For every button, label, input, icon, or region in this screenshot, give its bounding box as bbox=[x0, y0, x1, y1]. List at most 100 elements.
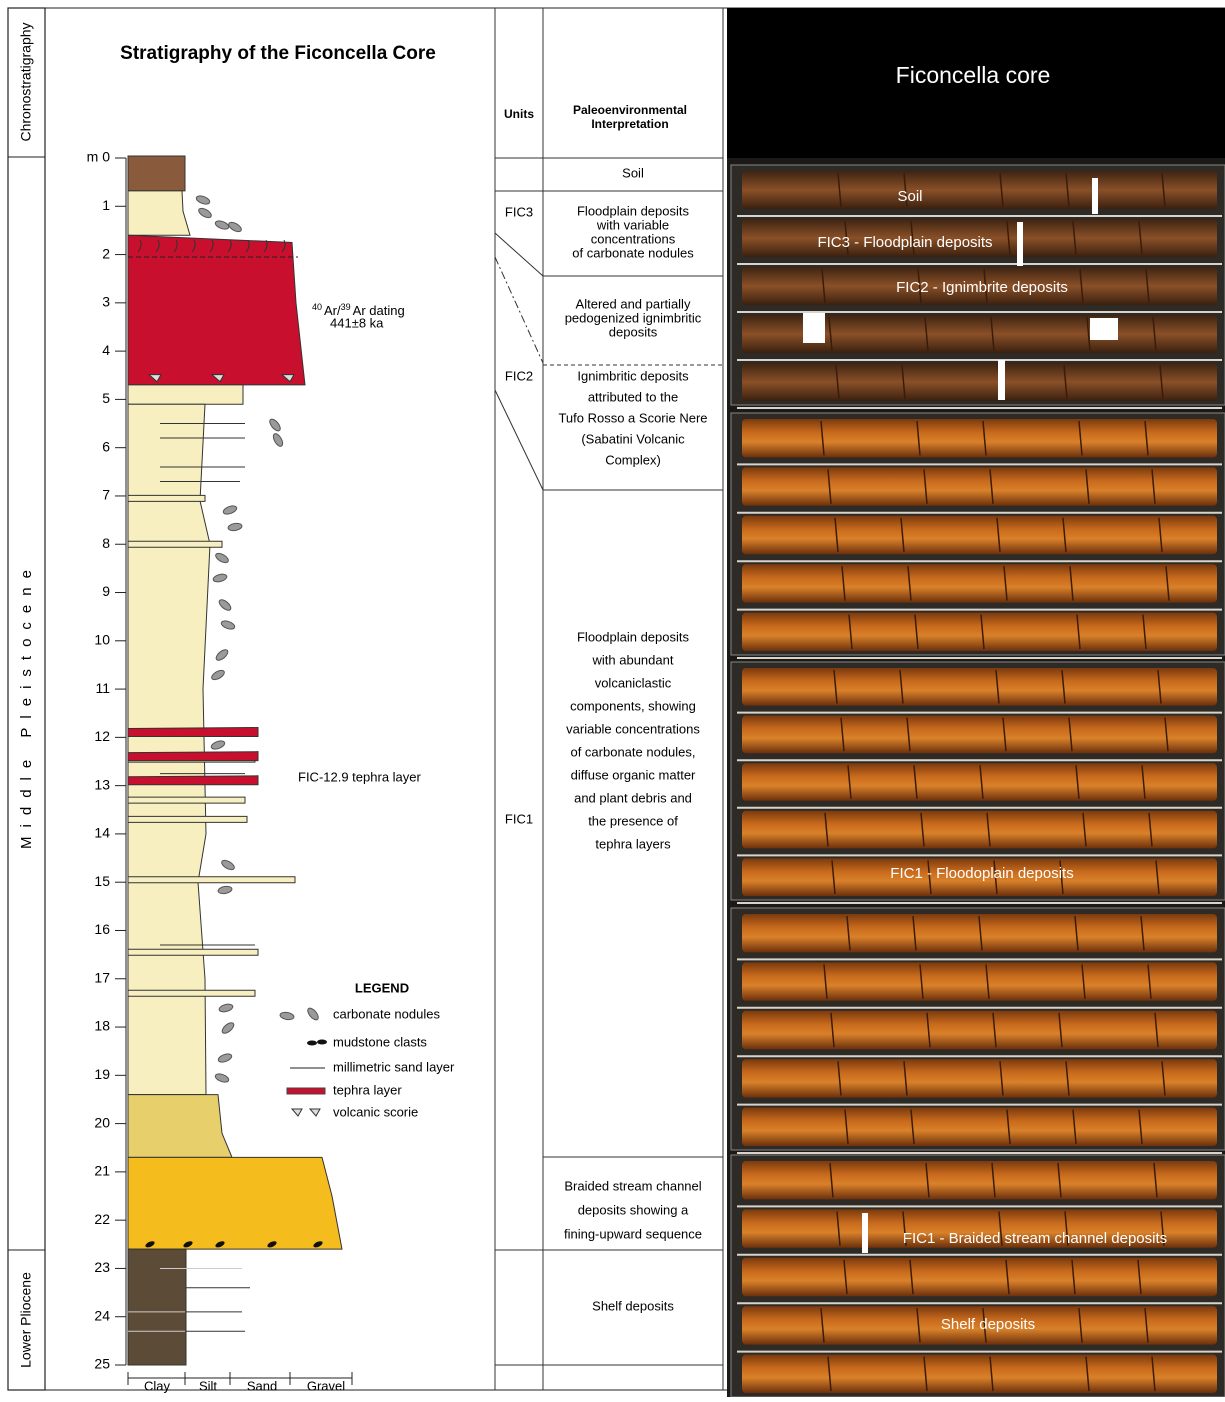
legend-label: carbonate nodules bbox=[333, 1006, 440, 1021]
sand-layer bbox=[128, 816, 247, 822]
core-section bbox=[742, 1108, 1217, 1146]
tephra-layer bbox=[128, 728, 258, 737]
grain-label: Silt bbox=[199, 1378, 217, 1393]
depth-label: 4 bbox=[102, 342, 110, 358]
depth-label: 21 bbox=[94, 1163, 110, 1179]
depth-label: 18 bbox=[94, 1018, 110, 1034]
core-section bbox=[742, 171, 1217, 209]
mudstone-clast bbox=[317, 1040, 327, 1045]
sand-layer bbox=[128, 877, 295, 883]
sand-layer bbox=[128, 385, 243, 404]
channel-gravel-layer bbox=[128, 1157, 342, 1249]
depth-label: 24 bbox=[94, 1307, 110, 1323]
header-interpretation: Interpretation bbox=[591, 117, 668, 131]
unit-label: FIC2 bbox=[505, 368, 533, 383]
core-section bbox=[742, 763, 1217, 801]
depth-label: 12 bbox=[94, 728, 110, 744]
depth-label: 8 bbox=[102, 535, 110, 551]
interpretation-text: the presence of bbox=[588, 813, 678, 828]
core-section bbox=[742, 516, 1217, 554]
photo-label: FIC1 - Floodoplain deposits bbox=[890, 865, 1073, 882]
interpretation-text: of carbonate nodules, bbox=[570, 744, 695, 759]
core-section bbox=[742, 1258, 1217, 1296]
interpretation-text: with abundant bbox=[592, 652, 674, 667]
tephra-layer bbox=[128, 776, 258, 785]
depth-label: 14 bbox=[94, 825, 110, 841]
sand-layer bbox=[128, 949, 258, 955]
legend-label: mudstone clasts bbox=[333, 1034, 427, 1049]
ignimbrite-layer bbox=[128, 235, 305, 385]
interpretation-text: Soil bbox=[622, 165, 644, 180]
floodplain-layer bbox=[128, 191, 190, 235]
unit-label: FIC3 bbox=[505, 204, 533, 219]
depth-label: 20 bbox=[94, 1114, 110, 1130]
legend-title: LEGEND bbox=[355, 980, 409, 995]
channel-sand-layer bbox=[128, 1095, 232, 1158]
interpretation-text: attributed to the bbox=[588, 389, 678, 404]
grain-label: Clay bbox=[144, 1378, 171, 1393]
core-tag bbox=[803, 313, 825, 343]
interpretation-text: Ignimbritic deposits bbox=[577, 368, 689, 383]
legend-label: millimetric sand layer bbox=[333, 1059, 455, 1074]
depth-label: 3 bbox=[102, 294, 110, 310]
depth-label: 15 bbox=[94, 873, 110, 889]
legend-label: tephra layer bbox=[333, 1082, 402, 1097]
interpretation-text: diffuse organic matter bbox=[571, 767, 696, 782]
interpretation-text: Shelf deposits bbox=[592, 1298, 674, 1313]
core-section bbox=[742, 716, 1217, 754]
interpretation-text: deposits showing a bbox=[578, 1202, 689, 1217]
interpretation-text: Complex) bbox=[605, 452, 661, 467]
interpretation-text: fining-upward sequence bbox=[564, 1226, 702, 1241]
interpretation-text: Tufo Rosso a Scorie Nere bbox=[558, 410, 707, 425]
interpretation-text: with variable bbox=[596, 217, 669, 232]
depth-label: 17 bbox=[94, 969, 110, 985]
interpretation-text: components, showing bbox=[570, 698, 696, 713]
core-tag bbox=[862, 1213, 868, 1253]
interpretation-text: deposits bbox=[609, 324, 658, 339]
depth-label: 19 bbox=[94, 1066, 110, 1082]
dating-text: 40 bbox=[312, 302, 322, 312]
interpretation-text: Floodplain deposits bbox=[577, 203, 690, 218]
core-section bbox=[742, 811, 1217, 849]
depth-label: 23 bbox=[94, 1259, 110, 1275]
interpretation-text: concentrations bbox=[591, 231, 676, 246]
interpretation-text: volcaniclastic bbox=[595, 675, 672, 690]
depth-label: 6 bbox=[102, 438, 110, 454]
core-tag bbox=[1017, 222, 1023, 266]
depth-label: 16 bbox=[94, 921, 110, 937]
photo-label: FIC2 - Ignimbrite deposits bbox=[896, 279, 1068, 296]
depth-label: 5 bbox=[102, 390, 110, 406]
shelf-layer bbox=[128, 1249, 186, 1365]
depth-label: 1 bbox=[102, 197, 110, 213]
depth-label: 10 bbox=[94, 632, 110, 648]
depth-label: 7 bbox=[102, 487, 110, 503]
core-section bbox=[742, 564, 1217, 602]
dating-text: 39 bbox=[341, 302, 351, 312]
sand-layer bbox=[128, 797, 245, 803]
depth-label: 25 bbox=[94, 1356, 110, 1372]
depth-label: 22 bbox=[94, 1211, 110, 1227]
figure: Chronostratigraphy Middle Pleistocene Lo… bbox=[0, 0, 1225, 1397]
core-section bbox=[742, 467, 1217, 505]
mudstone-clast bbox=[307, 1041, 317, 1046]
core-photo: Ficoncella core SoilFIC3 - Floodplain de… bbox=[727, 8, 1225, 1397]
interpretation-text: and plant debris and bbox=[574, 790, 692, 805]
interpretation-text: Altered and partially bbox=[576, 296, 691, 311]
depth-label: 11 bbox=[95, 680, 110, 696]
photo-label: Soil bbox=[897, 188, 922, 205]
soil-layer bbox=[128, 156, 185, 191]
chrono-header: Chronostratigraphy bbox=[18, 22, 34, 141]
header-units: Units bbox=[504, 107, 534, 121]
header-interpretation: Paleoenvironmental bbox=[573, 103, 687, 117]
legend-label: volcanic scorie bbox=[333, 1104, 418, 1119]
photo-label: FIC3 - Floodplain deposits bbox=[817, 234, 992, 251]
core-section bbox=[742, 668, 1217, 706]
core-section bbox=[742, 1011, 1217, 1049]
interpretation-text: pedogenized ignimbritic bbox=[565, 310, 702, 325]
depth-label: 2 bbox=[102, 245, 110, 261]
depth-label: 9 bbox=[102, 583, 110, 599]
period-label: Middle Pleistocene bbox=[18, 561, 35, 849]
dating-age: 441±8 ka bbox=[330, 315, 384, 330]
photo-label: Shelf deposits bbox=[941, 1316, 1035, 1333]
core-tag bbox=[998, 360, 1005, 400]
